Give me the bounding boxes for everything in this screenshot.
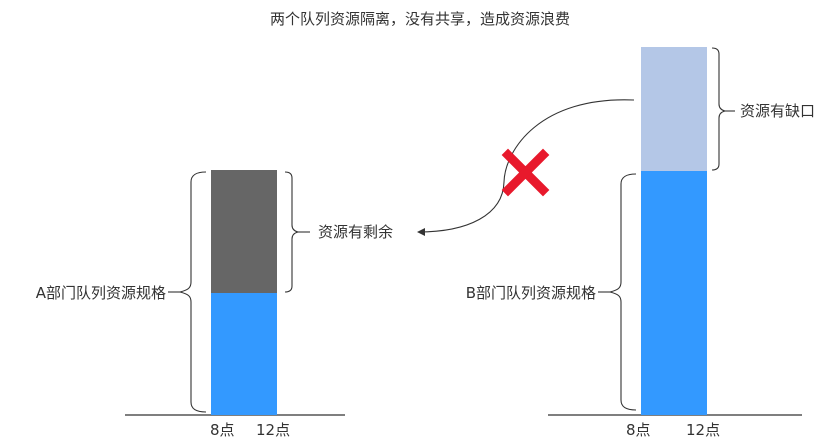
queue-b-shortage-block [641,47,707,171]
queue-a-surplus-label: 资源有剩余 [318,223,393,241]
queue-a-used-block [211,293,277,415]
queue-a-spec-bracket [179,171,207,413]
queue-b-shortage-bracket [711,47,726,171]
queue-b-used-block [641,171,707,415]
red-x-icon [501,148,550,197]
queue-b-axis-start: 8点 [626,421,651,438]
queue-b-axis-end: 12点 [686,421,720,438]
queue-a-surplus-bracket [284,171,299,293]
queue-b-shortage-label: 资源有缺口 [740,102,815,120]
queue-a-spec-label: A部门队列资源规格 [36,284,166,302]
queue-a-surplus-block [211,170,277,293]
borrow-arrow [417,99,635,236]
queue-a-axis-end: 12点 [256,421,290,438]
queue-b-spec-bracket [609,173,637,411]
queue-a-axis-start: 8点 [210,421,235,438]
diagram-title: 两个队列资源隔离，没有共享，造成资源浪费 [270,10,570,28]
queue-b-spec-label: B部门队列资源规格 [466,284,596,302]
